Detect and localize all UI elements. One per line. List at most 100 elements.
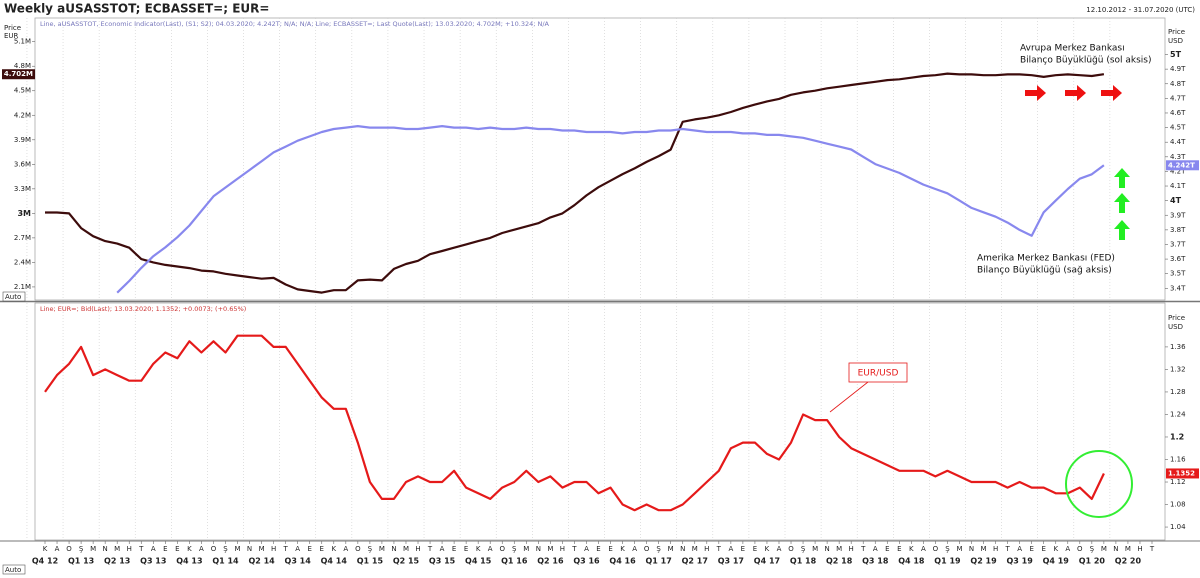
x-tick-label: T [716, 545, 722, 553]
annotation: Bilanço Büyüklüğü (sol aksis) [1020, 56, 1152, 66]
red-arrows [1025, 85, 1122, 101]
x-tick-label: E [320, 545, 324, 553]
x-tick-label: M [234, 545, 240, 553]
x-tick-label: E [753, 545, 757, 553]
y-tick-label: 3.6M [14, 160, 31, 168]
x-tick-label: A [777, 545, 782, 553]
x-tick-label: H [560, 545, 565, 553]
y2-tick-label: 3.9T [1170, 211, 1186, 219]
quarter-label: Q4 13 [176, 557, 202, 566]
x-tick-label: E [175, 545, 179, 553]
x-tick-label: K [1053, 545, 1058, 553]
x-tick-label: O [66, 545, 72, 553]
auto-button[interactable] [2, 564, 26, 575]
series-line [45, 72, 1105, 294]
x-tick-label: A [199, 545, 204, 553]
x-tick-label: N [680, 545, 685, 553]
x-tick-label: O [211, 545, 217, 553]
quarter-label: Q4 15 [465, 557, 492, 566]
quarter-label: Q3 18 [862, 557, 889, 566]
quarter-label: Q1 19 [934, 557, 961, 566]
x-tick-label: O [933, 545, 939, 553]
quarter-label: Q1 18 [790, 557, 817, 566]
quarter-label: Q2 16 [537, 557, 564, 566]
x-tick-label: K [765, 545, 770, 553]
x-tick-label: Ş [1090, 545, 1095, 553]
value-label: 4.702M [4, 70, 33, 78]
x-tick-label: A [440, 545, 445, 553]
y2-tick-label: 4.7T [1170, 94, 1186, 102]
y2-tick-label: 3.4T [1170, 284, 1186, 292]
annotation-box [848, 362, 908, 383]
arrow-up [1114, 193, 1130, 213]
y-tick-label: 2.7M [14, 234, 31, 242]
top-panel-frame [34, 17, 1166, 301]
x-tick-label: Ş [656, 545, 661, 553]
quarter-label: Q1 17 [646, 557, 672, 566]
x-tick-label: A [151, 545, 156, 553]
y-tick-label: 4.8M [14, 62, 31, 70]
x-tick-label: A [55, 545, 60, 553]
x-tick-label: A [632, 545, 637, 553]
y2-tick-label: 3.7T [1170, 240, 1186, 248]
x-tick-label: M [668, 545, 674, 553]
x-tick-label: H [704, 545, 709, 553]
value-tag [2, 69, 35, 80]
x-tick-label: A [873, 545, 878, 553]
quarter-label: Q3 13 [140, 557, 166, 566]
arrow-up [1114, 168, 1130, 188]
quarter-label: Q3 16 [573, 557, 600, 566]
quarter-label: Q2 19 [970, 557, 997, 566]
quarter-label: Q2 13 [104, 557, 130, 566]
y-tick-label: 4.5M [14, 87, 31, 95]
y2-tick-label: 3.6T [1170, 255, 1186, 263]
legend-text: Line; EUR=; Bid(Last); 13.03.2020; 1.135… [40, 305, 246, 313]
x-tick-label: N [969, 545, 974, 553]
x-tick-label: E [163, 545, 167, 553]
y-axis-unit: EUR [4, 32, 19, 40]
x-tick-label: E [452, 545, 456, 553]
y2-tick-label: 3.5T [1170, 270, 1186, 278]
y2-tick-label: 4.1T [1170, 182, 1186, 190]
x-tick-label: H [127, 545, 132, 553]
x-tick-label: H [849, 545, 854, 553]
x-tick-label: K [620, 545, 625, 553]
x-tick-label: E [596, 545, 600, 553]
quarter-label: Q4 12 [32, 557, 58, 566]
auto-label[interactable]: Auto [5, 293, 21, 301]
arrow-right [1025, 85, 1046, 101]
annotation-leader [829, 381, 869, 413]
value-tag [1166, 468, 1199, 479]
y2-tick-label: 1.08 [1170, 501, 1186, 509]
y2-axis-label: Price [1168, 28, 1185, 36]
x-tick-label: A [728, 545, 733, 553]
x-tick-label: T [283, 545, 289, 553]
x-tick-label: A [1017, 545, 1022, 553]
y-tick-label: 3.9M [14, 136, 31, 144]
y2-tick-label: 1.04 [1170, 523, 1186, 531]
auto-label[interactable]: Auto [5, 566, 21, 574]
quarter-label: Q1 14 [212, 557, 239, 566]
x-tick-label: T [427, 545, 433, 553]
x-tick-label: M [379, 545, 385, 553]
annotation: Avrupa Merkez Bankası [1020, 44, 1125, 54]
quarter-label: Q1 13 [68, 557, 94, 566]
y2-tick-label: 4.8T [1170, 80, 1186, 88]
x-tick-label: A [295, 545, 300, 553]
quarter-label: Q4 18 [898, 557, 925, 566]
x-tick-label: K [909, 545, 914, 553]
x-tick-label: K [43, 545, 48, 553]
quarter-label: Q2 17 [682, 557, 708, 566]
y2-tick-label: 4.4T [1170, 138, 1186, 146]
y2-tick-label: 5T [1170, 50, 1182, 59]
x-tick-label: M [90, 545, 96, 553]
x-tick-label: A [488, 545, 493, 553]
y-tick-label: 4.2M [14, 111, 31, 119]
x-tick-label: Ş [368, 545, 373, 553]
x-tick-label: M [1125, 545, 1131, 553]
x-tick-label: M [812, 545, 818, 553]
grid-layer [26, 18, 1168, 540]
auto-button[interactable] [2, 291, 26, 302]
highlight-circle [1065, 450, 1133, 518]
